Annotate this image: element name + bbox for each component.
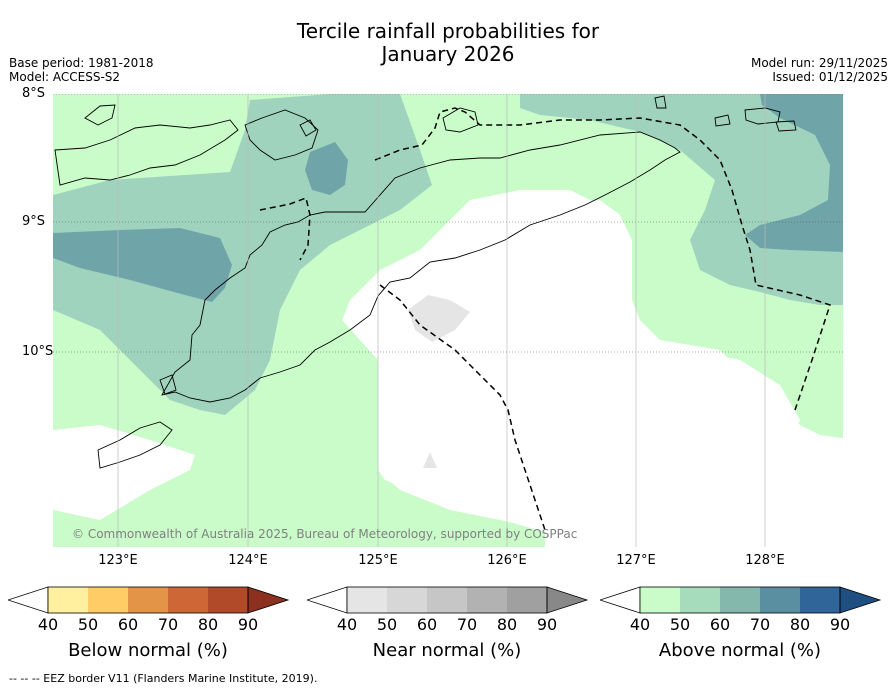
- below-normal-label: Below normal (%): [68, 640, 228, 661]
- coastlines: [54, 95, 797, 469]
- base-period: Base period: 1981-2018: [9, 56, 154, 70]
- above-normal-50-60-east: [520, 94, 843, 305]
- lon-label-127e: 127°E: [616, 553, 656, 568]
- lakor-coastline: [775, 120, 797, 132]
- cb-tick: 90: [829, 615, 851, 634]
- cb-tick: 60: [709, 615, 731, 634]
- cb-near-seg-4: [467, 587, 507, 613]
- map-credit: © Commonwealth of Australia 2025, Bureau…: [72, 527, 578, 541]
- atauro-coastline: [299, 119, 317, 137]
- rote-coastline: [97, 421, 173, 469]
- lat-label-8s: 8°S: [22, 86, 46, 101]
- cb-below-seg-6: [247, 586, 290, 614]
- issued-date: Issued: 01/12/2025: [772, 70, 888, 84]
- timor-coastline: [161, 131, 681, 403]
- cb-below-seg-3: [128, 587, 168, 613]
- cb-below-seg-5: [208, 587, 248, 613]
- lon-label-123e: 123°E: [98, 553, 138, 568]
- cb-near-seg-6: [546, 586, 589, 614]
- above-normal-colorbar: [600, 586, 882, 614]
- model-name: Model: ACCESS-S2: [9, 70, 121, 84]
- cb-tick: 70: [456, 615, 478, 634]
- cb-above-seg-4: [760, 587, 800, 613]
- lon-label-126e: 126°E: [487, 553, 527, 568]
- alor-coastline: [54, 119, 239, 186]
- cb-near-seg-3: [427, 587, 467, 613]
- cb-above-seg-1: [640, 587, 680, 613]
- near-normal-colorbar: [307, 586, 589, 614]
- normal-region-south: [345, 200, 800, 532]
- title-line-2: January 2026: [381, 42, 515, 66]
- cb-near-seg-2: [387, 587, 427, 613]
- cb-tick: 50: [376, 615, 398, 634]
- lat-label-9s: 9°S: [22, 214, 46, 229]
- cb-tick: 60: [416, 615, 438, 634]
- flores-coastline: [84, 104, 116, 126]
- kisar-coastline: [654, 95, 667, 109]
- pantar-coastline: [244, 109, 319, 161]
- below-normal-colorbar: [8, 586, 290, 614]
- cb-tick: 70: [157, 615, 179, 634]
- cb-above-seg-0: [600, 586, 641, 614]
- meridians: [117, 94, 766, 547]
- cb-tick: 50: [77, 615, 99, 634]
- above-normal-60-70-west-b: [305, 142, 348, 195]
- near-normal-40-50-a: [408, 295, 470, 342]
- leti-coastline: [714, 114, 731, 127]
- lon-label-128e: 128°E: [745, 553, 785, 568]
- cb-tick: 40: [37, 615, 59, 634]
- cb-below-seg-0: [8, 586, 49, 614]
- probability-map: [53, 94, 843, 547]
- savu-coastline: [159, 374, 177, 395]
- cb-above-seg-6: [839, 586, 882, 614]
- cb-below-seg-4: [168, 587, 208, 613]
- model-run: Model run: 29/11/2025: [750, 56, 888, 70]
- wetar-coastline: [442, 107, 479, 133]
- above-normal-60-70-east: [745, 94, 843, 252]
- lat-label-10s: 10°S: [22, 344, 54, 359]
- cb-tick: 80: [789, 615, 811, 634]
- meta-right: Model run: 29/11/2025 Issued: 01/12/2025: [751, 56, 888, 84]
- cb-tick: 50: [669, 615, 691, 634]
- above-normal-60-70-west-a: [53, 228, 232, 302]
- cb-tick: 90: [536, 615, 558, 634]
- eez-border: [259, 107, 831, 531]
- cb-near-seg-1: [347, 587, 387, 613]
- cb-near-seg-5: [507, 587, 547, 613]
- cb-below-seg-1: [48, 587, 88, 613]
- map-title: Tercile rainfall probabilities for Janua…: [0, 20, 896, 66]
- cb-tick: 80: [197, 615, 219, 634]
- cb-above-seg-5: [800, 587, 840, 613]
- title-line-1: Tercile rainfall probabilities for: [296, 19, 600, 43]
- above-normal-label: Above normal (%): [658, 640, 822, 661]
- eez-note: -- -- -- EEZ border V11 (Flanders Marine…: [9, 672, 318, 685]
- cb-above-seg-3: [720, 587, 760, 613]
- cb-tick: 90: [237, 615, 259, 634]
- lon-label-125e: 125°E: [358, 553, 398, 568]
- meta-left: Base period: 1981-2018 Model: ACCESS-S2: [9, 56, 154, 84]
- cb-tick: 60: [117, 615, 139, 634]
- cb-above-seg-2: [680, 587, 720, 613]
- lon-label-124e: 124°E: [228, 553, 268, 568]
- near-normal-label: Near normal (%): [372, 640, 522, 661]
- cb-tick: 40: [336, 615, 358, 634]
- cb-tick: 80: [496, 615, 518, 634]
- cb-near-seg-0: [307, 586, 348, 614]
- near-normal-40-50-b: [423, 452, 437, 468]
- cb-tick: 70: [749, 615, 771, 634]
- cb-below-seg-2: [88, 587, 128, 613]
- cb-tick: 40: [629, 615, 651, 634]
